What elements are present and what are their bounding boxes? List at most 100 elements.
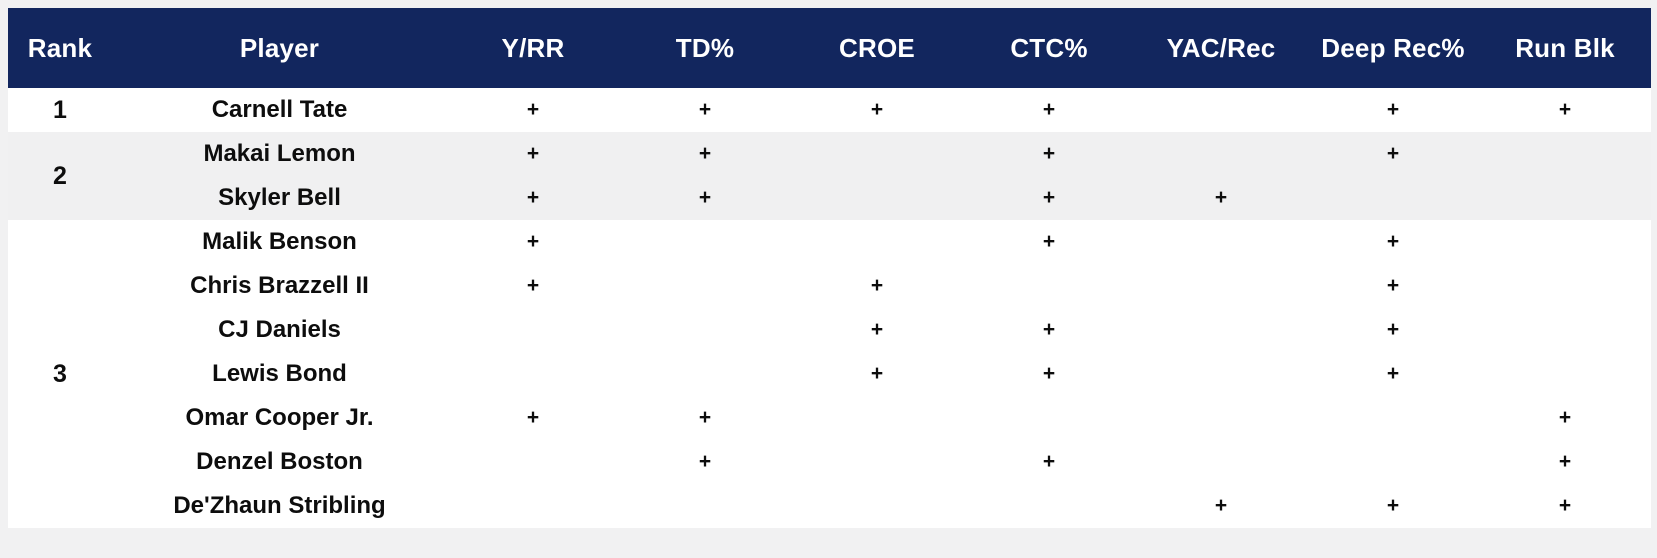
rank-number: 2 bbox=[53, 161, 67, 190]
plus-mark-cell: + bbox=[1386, 494, 1400, 517]
table-row: Skyler Bell + + + + bbox=[8, 176, 1651, 220]
plus-mark-cell: + bbox=[1558, 406, 1572, 429]
plus-mark-cell bbox=[1479, 132, 1651, 176]
plus-mark-cell: + bbox=[870, 98, 884, 121]
table-row: Omar Cooper Jr. + + + bbox=[8, 396, 1651, 440]
plus-mark-cell: + bbox=[1558, 98, 1572, 121]
plus-mark-cell: + bbox=[1386, 98, 1400, 121]
plus-mark-cell: + bbox=[1042, 318, 1056, 341]
plus-mark-cell: + bbox=[526, 98, 540, 121]
plus-mark-cell bbox=[1135, 264, 1307, 308]
plus-mark-cell bbox=[963, 264, 1135, 308]
table-row: 2 Makai Lemon + + + + bbox=[8, 132, 1651, 190]
player-name-cell: Skyler Bell bbox=[218, 184, 341, 211]
plus-mark-cell: + bbox=[698, 450, 712, 473]
plus-mark-cell: + bbox=[526, 142, 540, 165]
table-row: Denzel Boston + + + bbox=[8, 440, 1651, 484]
plus-mark-cell bbox=[791, 396, 963, 440]
column-header-deep-rec: Deep Rec% bbox=[1307, 8, 1479, 88]
column-header-croe: CROE bbox=[791, 8, 963, 88]
plus-mark-cell: + bbox=[1386, 318, 1400, 341]
plus-mark-cell: + bbox=[1386, 142, 1400, 165]
plus-mark-cell bbox=[1479, 352, 1651, 396]
plus-mark-cell bbox=[447, 484, 619, 528]
column-header-rank: Rank bbox=[8, 8, 112, 88]
plus-mark-cell bbox=[447, 308, 619, 352]
table-row: CJ Daniels + + + bbox=[8, 308, 1651, 352]
plus-mark-cell: + bbox=[1386, 230, 1400, 253]
plus-mark-cell: + bbox=[870, 274, 884, 297]
column-header-run-blk: Run Blk bbox=[1479, 8, 1651, 88]
column-header-player: Player bbox=[112, 8, 447, 88]
plus-mark-cell bbox=[963, 396, 1135, 440]
plus-mark-cell bbox=[1307, 176, 1479, 220]
plus-mark-cell: + bbox=[1042, 230, 1056, 253]
plus-mark-cell bbox=[1135, 396, 1307, 440]
plus-mark-cell bbox=[1479, 264, 1651, 308]
column-header-td-pct: TD% bbox=[619, 8, 791, 88]
plus-mark-cell: + bbox=[870, 362, 884, 385]
plus-mark-cell: + bbox=[698, 98, 712, 121]
plus-mark-cell: + bbox=[526, 274, 540, 297]
plus-mark-cell bbox=[1479, 176, 1651, 220]
plus-mark-cell: + bbox=[1558, 450, 1572, 473]
plus-mark-cell bbox=[1135, 352, 1307, 396]
plus-mark-cell bbox=[619, 308, 791, 352]
column-header-ctc-pct: CTC% bbox=[963, 8, 1135, 88]
table-row: Lewis Bond + + + bbox=[8, 352, 1651, 396]
plus-mark-cell bbox=[619, 352, 791, 396]
plus-mark-cell bbox=[963, 484, 1135, 528]
plus-mark-cell bbox=[1135, 440, 1307, 484]
column-header-yrr: Y/RR bbox=[447, 8, 619, 88]
player-name-cell: De'Zhaun Stribling bbox=[173, 492, 386, 519]
table-header: Rank Player Y/RR TD% CROE CTC% YAC/Rec D… bbox=[8, 8, 1651, 88]
table-row: Chris Brazzell II + + + bbox=[8, 264, 1651, 308]
plus-mark-cell bbox=[791, 440, 963, 484]
plus-mark-cell: + bbox=[870, 318, 884, 341]
plus-mark-cell bbox=[791, 484, 963, 528]
wr-tier-table: Rank Player Y/RR TD% CROE CTC% YAC/Rec D… bbox=[8, 8, 1651, 528]
player-name-cell: Denzel Boston bbox=[196, 448, 363, 475]
plus-mark-cell: + bbox=[698, 406, 712, 429]
table-row: 3 Malik Benson + + + bbox=[8, 220, 1651, 388]
plus-mark-cell: + bbox=[1042, 450, 1056, 473]
player-name-cell: Omar Cooper Jr. bbox=[185, 404, 374, 431]
plus-mark-cell bbox=[619, 484, 791, 528]
table-row: De'Zhaun Stribling + + + bbox=[8, 484, 1651, 528]
plus-mark-cell bbox=[1307, 396, 1479, 440]
plus-mark-cell: + bbox=[1558, 494, 1572, 517]
plus-mark-cell: + bbox=[1386, 274, 1400, 297]
plus-mark-cell bbox=[791, 220, 963, 264]
plus-mark-cell: + bbox=[698, 142, 712, 165]
plus-mark-cell: + bbox=[526, 230, 540, 253]
column-header-yac-rec: YAC/Rec bbox=[1135, 8, 1307, 88]
player-name-cell: Chris Brazzell II bbox=[190, 272, 369, 299]
plus-mark-cell bbox=[619, 220, 791, 264]
plus-mark-cell bbox=[1479, 220, 1651, 264]
plus-mark-cell: + bbox=[1214, 186, 1228, 209]
plus-mark-cell bbox=[1135, 220, 1307, 264]
plus-mark-cell: + bbox=[1042, 362, 1056, 385]
plus-mark-cell bbox=[1479, 308, 1651, 352]
plus-mark-cell: + bbox=[1042, 142, 1056, 165]
plus-mark-cell bbox=[1307, 440, 1479, 484]
table-row: 1 Carnell Tate + + + + + + bbox=[8, 88, 1651, 132]
plus-mark-cell bbox=[1135, 132, 1307, 176]
plus-mark-cell bbox=[791, 132, 963, 176]
rank-number: 3 bbox=[53, 359, 67, 388]
plus-mark-cell bbox=[619, 264, 791, 308]
plus-mark-cell bbox=[447, 352, 619, 396]
plus-mark-cell: + bbox=[526, 406, 540, 429]
rank-number: 1 bbox=[53, 95, 67, 124]
player-name-cell: Lewis Bond bbox=[212, 360, 347, 387]
plus-mark-cell bbox=[791, 176, 963, 220]
plus-mark-cell: + bbox=[526, 186, 540, 209]
plus-mark-cell: + bbox=[698, 186, 712, 209]
header-row: Rank Player Y/RR TD% CROE CTC% YAC/Rec D… bbox=[8, 8, 1651, 88]
plus-mark-cell bbox=[1135, 88, 1307, 132]
plus-mark-cell bbox=[1135, 308, 1307, 352]
player-name-cell: Carnell Tate bbox=[211, 96, 348, 123]
plus-mark-cell: + bbox=[1042, 186, 1056, 209]
plus-mark-cell: + bbox=[1214, 494, 1228, 517]
plus-mark-cell: + bbox=[1042, 98, 1056, 121]
